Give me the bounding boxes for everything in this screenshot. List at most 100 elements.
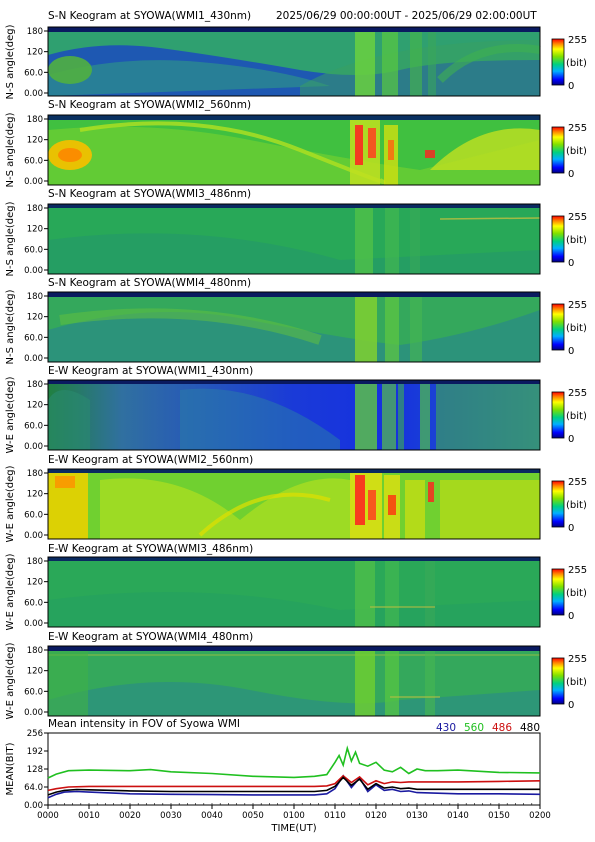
panel-title: S-N Keogram at SYOWA(WMI3_486nm) — [48, 188, 251, 200]
colorbar-unit-label: (bit) — [566, 235, 587, 246]
colorbar — [551, 126, 565, 174]
x-tick-label: 0130 — [406, 811, 428, 821]
y-axis-label: W-E angle(deg) — [5, 376, 16, 453]
y-tick-label: 60.0 — [24, 68, 43, 78]
y-tick-label: 180 — [27, 469, 43, 479]
colorbar-unit-label: (bit) — [566, 588, 587, 599]
y-tick-label: 120 — [27, 578, 43, 588]
y-tick-label: 120 — [27, 490, 43, 500]
keogram-panel-ew-480 — [47, 645, 541, 717]
y-tick-label: 180 — [27, 115, 43, 125]
colorbar-unit-label: (bit) — [566, 411, 587, 422]
chart-legend: 480 486 560 430 — [436, 722, 540, 734]
colorbar-max-label: 255 — [568, 388, 587, 399]
x-tick-label: 0110 — [324, 811, 346, 821]
y-tick-label: 120 — [27, 667, 43, 677]
colorbar — [551, 657, 565, 705]
y-tick-label: 60.0 — [24, 687, 43, 697]
legend-entry-480: 480 — [520, 722, 540, 734]
keogram-panel-sn-560 — [47, 114, 541, 186]
y-tick-label: 120 — [27, 48, 43, 58]
y-tick-label: 180 — [27, 204, 43, 214]
colorbar-unit-label: (bit) — [566, 677, 587, 688]
x-tick-label: 0100 — [283, 811, 305, 821]
panel-title: E-W Keogram at SYOWA(WMI1_430nm) — [48, 365, 253, 377]
colorbar-max-label: 255 — [568, 477, 587, 488]
y-tick-label: 60.0 — [24, 510, 43, 520]
colorbar — [551, 480, 565, 528]
y-tick-label: 0.00 — [24, 531, 43, 541]
panel-axis-group: 180 120 60.0 0.00 N-S angle(deg) 255 (bit) 0 — [5, 201, 587, 276]
x-tick-label: 0030 — [160, 811, 182, 821]
series-line-480 — [47, 776, 540, 796]
keogram-panel-ew-560 — [47, 468, 541, 540]
panel-axis-group: 180 120 60.0 0.00 N-S angle(deg) 255 (bit) 0 — [5, 24, 587, 99]
colorbar-min-label: 0 — [568, 523, 574, 534]
panel-title: E-W Keogram at SYOWA(WMI2_560nm) — [48, 454, 253, 466]
keogram-panel-sn-486 — [47, 203, 541, 275]
y-axis-label: MEAN(BIT) — [5, 742, 16, 795]
panel-title: E-W Keogram at SYOWA(WMI4_480nm) — [48, 631, 253, 643]
x-tick-label: 0040 — [201, 811, 223, 821]
colorbar-min-label: 0 — [568, 700, 574, 711]
series-line-560 — [47, 745, 541, 779]
colorbar — [551, 303, 565, 351]
y-tick-label: 60.0 — [24, 421, 43, 431]
panel-title: S-N Keogram at SYOWA(WMI4_480nm) — [48, 277, 251, 289]
x-tick-label: 0000 — [37, 811, 59, 821]
keogram-panel-sn-430 — [47, 26, 541, 97]
colorbar-min-label: 0 — [568, 434, 574, 445]
panel-axis-group: 180 120 60.0 0.00 N-S angle(deg) 255 (bit) 0 — [5, 289, 587, 364]
panel-title: S-N Keogram at SYOWA(WMI2_560nm) — [48, 99, 251, 111]
time-range: 2025/06/29 00:00:00UT - 2025/06/29 02:00… — [276, 10, 537, 22]
y-tick-label: 0.00 — [24, 801, 43, 811]
x-tick-label: 0150 — [488, 811, 510, 821]
colorbar-max-label: 255 — [568, 565, 587, 576]
colorbar-max-label: 255 — [568, 300, 587, 311]
y-tick-label: 180 — [27, 292, 43, 302]
legend-entry-486: 486 — [492, 722, 512, 734]
y-axis-label: N-S angle(deg) — [5, 24, 16, 99]
legend-entry-430: 430 — [436, 722, 456, 734]
y-tick-label: 0.00 — [24, 177, 43, 187]
colorbar-min-label: 0 — [568, 258, 574, 269]
y-axis-label: N-S angle(deg) — [5, 112, 16, 187]
colorbar-unit-label: (bit) — [566, 146, 587, 157]
y-tick-label: 120 — [27, 313, 43, 323]
colorbar — [551, 568, 565, 616]
colorbar-unit-label: (bit) — [566, 58, 587, 69]
x-tick-label: 0140 — [447, 811, 469, 821]
y-tick-label: 60.0 — [24, 333, 43, 343]
y-axis-label: W-E angle(deg) — [5, 642, 16, 719]
colorbar-max-label: 255 — [568, 654, 587, 665]
y-tick-label: 0.00 — [24, 89, 43, 99]
y-tick-label: 120 — [27, 401, 43, 411]
y-tick-label: 0.00 — [24, 266, 43, 276]
colorbar-min-label: 0 — [568, 169, 574, 180]
y-tick-label: 120 — [27, 225, 43, 235]
colorbar-max-label: 255 — [568, 123, 587, 134]
panel-axis-group: 180 120 60.0 0.00 W-E angle(deg) 255 (bit) 0 — [5, 376, 587, 453]
x-tick-label: 0020 — [119, 811, 141, 821]
y-tick-label: 192 — [27, 747, 43, 757]
y-tick-label: 180 — [27, 557, 43, 567]
y-tick-label: 60.0 — [24, 156, 43, 166]
keogram-panel-ew-430 — [47, 379, 541, 451]
y-tick-label: 120 — [27, 136, 43, 146]
colorbar-min-label: 0 — [568, 81, 574, 92]
colorbar-unit-label: (bit) — [566, 323, 587, 334]
y-tick-label: 180 — [27, 380, 43, 390]
legend-entry-560: 560 — [464, 722, 484, 734]
panel-axis-group: 180 120 60.0 0.00 W-E angle(deg) 255 (bit) 0 — [5, 642, 587, 719]
y-tick-label: 0.00 — [24, 442, 43, 452]
colorbar-max-label: 255 — [568, 35, 587, 46]
panel-title: E-W Keogram at SYOWA(WMI3_486nm) — [48, 543, 253, 555]
panel-axis-group: 180 120 60.0 0.00 W-E angle(deg) 255 (bit) 0 — [5, 465, 587, 542]
colorbar-min-label: 0 — [568, 346, 574, 357]
panel-axis-group: 180 120 60.0 0.00 N-S angle(deg) 255 (bit) 0 — [5, 112, 587, 187]
panel-axis-group: 180 120 60.0 0.00 W-E angle(deg) 255 (bit) 0 — [5, 553, 587, 630]
y-tick-label: 0.00 — [24, 354, 43, 364]
y-tick-label: 64.0 — [24, 783, 43, 793]
